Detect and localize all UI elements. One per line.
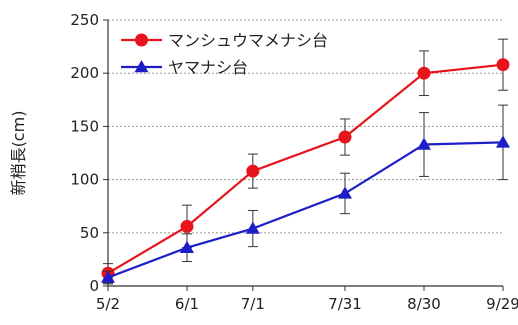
x-tick-label: 7/1 [241,295,265,313]
data-point [496,58,510,72]
y-axis-label: 新梢長(cm) [9,111,28,196]
legend-label: ヤマナシ台 [168,58,248,77]
data-point [180,219,194,233]
data-point [417,137,431,150]
tick-labels: 0 50 100 150 200 250 5/2 6/1 7/1 7/31 8/30 9/29 [70,11,518,313]
legend-item-0: マンシュウマメナシ台 [121,31,328,50]
y-tick-label: 50 [80,224,99,242]
series-line [107,63,504,275]
x-tick-label: 7/31 [328,295,362,313]
data-point [496,135,510,148]
y-tick-label: 100 [70,171,99,189]
legend-label: マンシュウマメナシ台 [168,31,328,50]
y-tick-label: 150 [70,117,99,135]
data-point [101,270,115,283]
data-point [245,221,260,234]
data-point [246,164,260,178]
data-point [180,240,194,253]
data-point [417,66,431,80]
y-tick-label: 200 [70,64,99,82]
legend-item-1: ヤマナシ台 [121,58,248,77]
x-tick-label: 9/29 [486,295,518,313]
gridlines [108,19,503,234]
series-0 [101,38,510,284]
data-point [338,186,352,199]
x-tick-label: 6/1 [175,295,199,313]
y-tick-label: 250 [70,11,99,29]
legend-marker [134,60,149,73]
series-line [107,141,504,279]
legend-marker [135,33,148,47]
series-group [101,38,510,285]
x-tick-label: 8/30 [407,295,441,313]
axes [103,19,504,291]
y-tick-label: 0 [89,277,99,295]
series-1 [101,104,510,285]
data-point [338,130,352,144]
x-tick-label: 5/2 [96,295,120,313]
